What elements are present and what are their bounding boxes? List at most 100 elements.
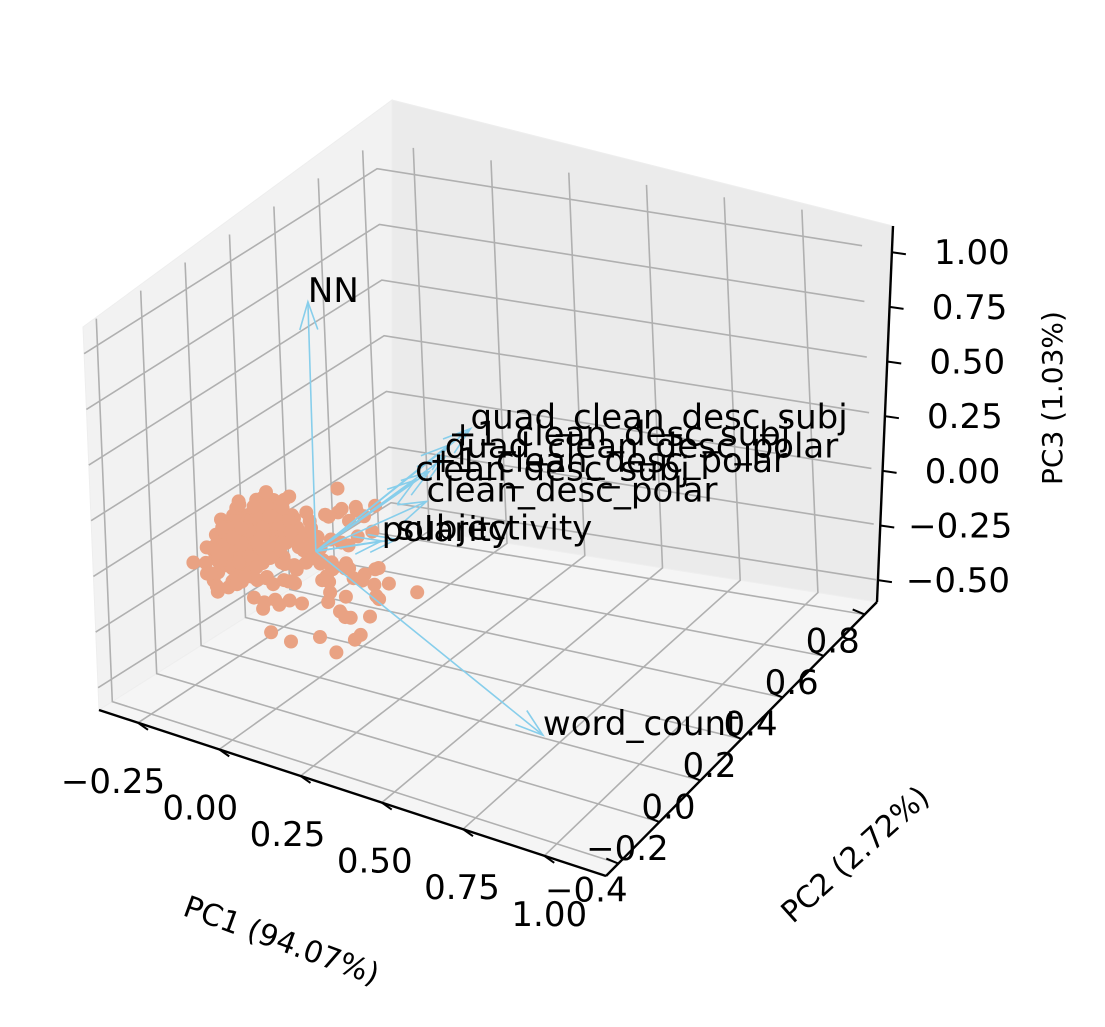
loading-arrowhead — [299, 299, 319, 331]
loading-arrowhead — [400, 470, 432, 496]
x-tick-label: 0.00 — [162, 788, 238, 828]
data-point — [246, 499, 261, 514]
loading-arrowhead — [515, 710, 545, 737]
y-tick-mark — [646, 816, 660, 823]
data-point — [231, 555, 246, 570]
y-tick-label: 0.8 — [806, 621, 860, 661]
loading-label: quad_clean_desc_polar — [445, 426, 839, 466]
loading-arrowhead — [367, 533, 400, 554]
y-axis-ticks: −0.4−0.20.00.20.40.60.8 — [545, 608, 866, 911]
y-tick-label: −0.4 — [545, 871, 628, 911]
gridline-y — [228, 234, 742, 740]
x-tick-mark — [543, 854, 555, 864]
z-tick-mark — [887, 360, 902, 365]
loading-arrow — [307, 301, 317, 552]
gridline-x — [381, 184, 664, 804]
gridline-z — [92, 390, 872, 578]
loading-label: +1_clean_desc_subj — [448, 414, 790, 454]
data-point — [261, 539, 276, 554]
x-tick-mark — [137, 721, 149, 731]
data-point — [330, 481, 345, 496]
loading-arrow — [315, 540, 382, 553]
y-tick-mark — [688, 774, 701, 782]
data-point — [381, 576, 396, 591]
data-point — [289, 562, 304, 577]
x-tick-mark — [299, 775, 312, 784]
y-tick-label: −0.2 — [586, 829, 669, 869]
loading-label: quad_clean_desc_subj — [471, 398, 848, 438]
data-point — [279, 535, 294, 550]
data-point — [234, 521, 249, 536]
gridline-x — [218, 160, 508, 751]
loading-arrows — [299, 299, 545, 737]
x-tick-mark — [462, 828, 474, 837]
z-axis-label: PC3 (1.03%) — [1036, 311, 1069, 485]
z-tick-mark — [891, 251, 907, 256]
y-axis-label: PC2 (2.72%) — [775, 780, 937, 931]
y-tick-label: 0.6 — [765, 663, 819, 703]
data-point — [284, 634, 298, 649]
z-tick-label: 0.00 — [925, 452, 1001, 492]
data-point — [282, 593, 297, 608]
loading-labels: NN quad_clean_desc_subj+1_clean_desc_subj… — [308, 271, 848, 744]
loading-label: polarity — [382, 510, 512, 550]
data-point — [275, 501, 290, 516]
data-point — [347, 632, 362, 647]
data-point — [203, 566, 218, 581]
loading-arrowhead — [386, 478, 418, 505]
data-point — [186, 555, 201, 570]
data-point — [237, 570, 252, 585]
data-point — [294, 533, 309, 548]
z-tick-label: 0.25 — [927, 397, 1003, 437]
z-tick-label: 0.75 — [932, 288, 1008, 328]
data-point — [367, 577, 382, 592]
data-point — [247, 590, 261, 605]
gridline-z — [97, 501, 877, 689]
data-point — [266, 577, 281, 592]
loading-label: NN — [308, 271, 359, 311]
gridline-y — [139, 290, 660, 823]
z-tick-mark — [880, 524, 895, 529]
data-point — [283, 524, 298, 539]
y-tick-mark — [605, 857, 619, 865]
z-axis-ticks: −0.50 −0.25 0.00 0.25 0.50 0.75 1.00 — [877, 233, 1012, 601]
data-point — [209, 579, 224, 594]
data-point — [232, 497, 247, 512]
data-point — [264, 625, 279, 640]
y-tick-label: 0.2 — [682, 746, 736, 786]
z-tick-label: 1.00 — [934, 233, 1010, 273]
data-point — [334, 501, 349, 516]
loading-arrow — [315, 500, 427, 553]
data-point — [410, 585, 425, 600]
gridline-z — [95, 446, 874, 633]
y-tick-mark — [811, 650, 825, 657]
z-axis-line — [875, 225, 895, 603]
y-tick-mark — [852, 608, 866, 616]
x-tick-label: 0.25 — [250, 815, 326, 855]
y-tick-label: 0.0 — [641, 788, 695, 828]
data-point — [321, 509, 336, 524]
gridline-z — [83, 167, 863, 355]
data-point — [338, 589, 353, 604]
gridlines — [83, 147, 877, 865]
z-tick-label: −0.25 — [908, 506, 1012, 546]
loading-arrowhead — [397, 500, 429, 522]
gridline-x — [462, 197, 742, 830]
data-point — [282, 514, 297, 529]
loading-arrowhead — [352, 535, 385, 555]
loading-arrowhead — [442, 426, 473, 454]
data-point — [262, 509, 277, 524]
gridline-x — [300, 172, 586, 777]
data-point — [329, 645, 344, 660]
gridline-z — [88, 279, 867, 466]
z-tick-label: −0.50 — [906, 561, 1010, 601]
z-tick-mark — [877, 579, 893, 584]
gridline-z — [90, 334, 870, 522]
x-tick-mark — [381, 801, 393, 811]
data-point — [263, 551, 277, 565]
data-point — [299, 505, 314, 520]
x-axis-line — [98, 708, 607, 878]
data-point — [226, 531, 241, 546]
data-point — [313, 630, 327, 644]
y-tick-mark — [770, 691, 783, 699]
